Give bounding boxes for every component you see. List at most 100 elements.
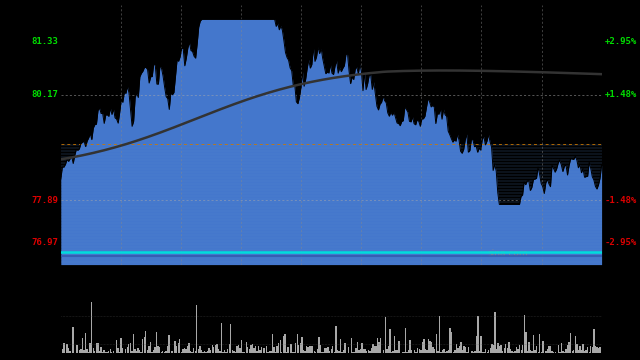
Bar [309,346,310,353]
Bar [500,345,502,353]
Bar [468,347,469,353]
Bar [550,346,551,353]
Bar [425,349,426,353]
Bar [328,347,329,353]
Bar [590,346,591,353]
Bar [108,351,109,353]
Bar [396,350,397,353]
Text: -2.95%: -2.95% [604,238,637,247]
Bar [575,336,576,353]
Bar [222,352,224,353]
Bar [176,346,177,353]
Bar [374,346,375,353]
Bar [276,346,278,353]
Bar [519,345,520,353]
Bar [433,347,434,353]
Bar [330,350,332,353]
Bar [261,347,262,353]
Bar [140,351,142,353]
Bar [241,340,243,353]
Bar [218,348,219,353]
Bar [429,341,431,353]
Bar [593,329,595,353]
Bar [446,351,448,353]
Bar [570,333,572,353]
Bar [122,348,124,353]
Bar [116,340,117,353]
Bar [185,349,187,353]
Bar [389,329,390,353]
Bar [490,348,491,353]
Bar [516,347,517,353]
Bar [175,341,176,353]
Bar [162,351,163,353]
Bar [437,351,438,353]
Bar [598,348,599,353]
Bar [247,347,248,353]
Bar [568,342,570,353]
Bar [136,351,137,353]
Bar [184,348,185,353]
Text: +2.95%: +2.95% [604,36,637,45]
Bar [399,341,400,353]
Bar [530,350,531,353]
Bar [358,350,360,353]
Bar [528,342,530,353]
Bar [257,351,258,353]
Bar [423,339,424,353]
Bar [138,348,139,353]
Bar [343,350,344,353]
Bar [386,349,388,353]
Bar [68,348,69,353]
Bar [201,350,202,353]
Bar [584,351,586,353]
Bar [283,337,284,353]
Bar [312,346,314,353]
Bar [527,351,528,353]
Bar [333,352,335,353]
Bar [452,352,454,353]
Bar [148,346,150,353]
Bar [127,347,128,353]
Bar [323,352,324,353]
Bar [337,350,338,353]
Bar [298,345,300,353]
Bar [377,338,378,353]
Bar [191,352,193,353]
Bar [442,350,443,353]
Bar [352,352,353,353]
Bar [306,346,307,353]
Bar [436,334,437,353]
Bar [438,316,440,353]
Bar [188,343,189,353]
Bar [172,351,173,353]
Bar [195,351,196,353]
Bar [139,350,140,353]
Bar [295,343,296,353]
Bar [344,343,346,353]
Bar [252,345,253,353]
Bar [406,352,408,353]
Bar [365,349,366,353]
Bar [541,352,542,353]
Bar [534,350,536,353]
Bar [335,327,337,353]
Bar [491,345,493,353]
Bar [100,347,102,353]
Bar [545,351,547,353]
Bar [99,351,100,353]
Bar [440,352,442,353]
Bar [456,344,457,353]
Bar [599,347,601,353]
Bar [320,346,321,353]
Bar [310,346,312,353]
Bar [518,349,519,353]
Bar [539,334,541,353]
Bar [474,351,476,353]
Bar [596,347,598,353]
Bar [542,341,543,353]
Bar [307,347,308,353]
Bar [589,352,590,353]
Bar [493,345,494,353]
Bar [225,352,227,353]
